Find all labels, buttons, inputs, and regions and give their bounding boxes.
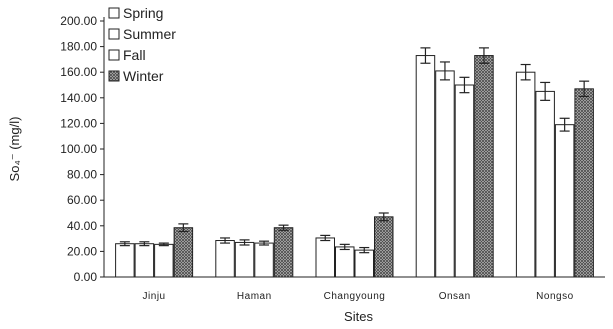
y-tick-label: 100.00 <box>60 142 97 156</box>
y-tick-label: 200.00 <box>60 14 97 28</box>
x-category-label: Jinju <box>143 291 166 302</box>
error-bar <box>439 61 450 81</box>
legend-swatch-winter <box>108 70 120 82</box>
error-bar <box>220 237 231 244</box>
bar-winter-jinju <box>173 227 194 278</box>
error-bar <box>239 239 250 246</box>
y-axis-title: So₄⁻ (mg/l) <box>7 117 22 182</box>
y-tick-label: 0.00 <box>74 270 98 284</box>
error-bar <box>559 117 570 132</box>
x-category-label: Changyoung <box>324 291 386 302</box>
bar-winter-onsan <box>474 55 494 278</box>
error-bar <box>178 223 189 233</box>
y-axis-ticks: 0.00 20.00 40.00 60.00 80.00 100.00 120.00 140.… <box>60 14 104 284</box>
bar-fall-onsan <box>454 84 475 278</box>
x-category-label: Haman <box>237 291 272 302</box>
error-bar <box>339 243 350 251</box>
legend-label-summer: Summer <box>123 26 176 42</box>
legend-label-spring: Spring <box>123 5 163 21</box>
x-category-label: Onsan <box>439 291 471 302</box>
bar-spring-haman <box>215 240 235 278</box>
x-axis-title: Sites <box>344 309 373 324</box>
error-bar <box>139 241 150 247</box>
x-category-label: Nongso <box>536 291 573 302</box>
bar-summer-haman <box>234 241 255 278</box>
bar-winter-nongso <box>574 88 594 278</box>
bar-fall-jinju <box>154 243 174 278</box>
x-axis-categories: Jinju Haman Changyoung Onsan Nongso <box>143 291 574 302</box>
bar-summer-nongso <box>535 90 555 278</box>
legend-swatch-summer <box>108 28 120 40</box>
bar-spring-nongso <box>515 71 536 278</box>
bar-summer-changyoung <box>335 246 355 278</box>
y-tick-label: 120.00 <box>60 116 97 130</box>
error-bar <box>158 242 169 247</box>
y-tick-label: 60.00 <box>67 193 97 207</box>
error-bar <box>378 212 389 222</box>
axes <box>103 17 605 278</box>
y-tick-label: 140.00 <box>60 91 97 105</box>
error-bar <box>420 47 431 64</box>
y-tick-label: 80.00 <box>67 168 97 182</box>
bar-winter-changyoung <box>374 216 394 278</box>
bar-fall-changyoung <box>354 249 374 278</box>
bar-fall-haman <box>254 242 274 278</box>
y-tick-label: 180.00 <box>60 40 97 54</box>
legend-label-fall: Fall <box>123 47 146 63</box>
bar-fall-nongso <box>554 124 575 278</box>
error-bar <box>478 47 489 64</box>
y-tick-label: 20.00 <box>67 244 97 258</box>
legend-swatch-fall <box>108 49 120 61</box>
legend-label-winter: Winter <box>123 68 164 84</box>
error-bar <box>359 246 370 254</box>
y-tick-label: 160.00 <box>60 65 97 79</box>
legend-swatch-spring <box>108 7 120 19</box>
bar-spring-changyoung <box>315 237 335 278</box>
bar-spring-onsan <box>415 55 436 278</box>
legend: Spring Summer Fall Winter <box>108 5 176 84</box>
error-bar <box>540 81 551 101</box>
error-bar <box>320 234 331 242</box>
error-bar <box>259 240 270 246</box>
bar-summer-jinju <box>134 243 155 278</box>
bar-winter-haman <box>273 227 294 278</box>
error-bar <box>579 80 590 98</box>
bars <box>115 47 594 278</box>
bar-summer-onsan <box>435 70 455 278</box>
y-tick-label: 40.00 <box>67 219 97 233</box>
error-bar <box>119 241 130 247</box>
error-bar <box>520 63 531 81</box>
error-bar <box>459 76 470 94</box>
bar-spring-jinju <box>115 243 135 278</box>
error-bar <box>278 224 289 231</box>
